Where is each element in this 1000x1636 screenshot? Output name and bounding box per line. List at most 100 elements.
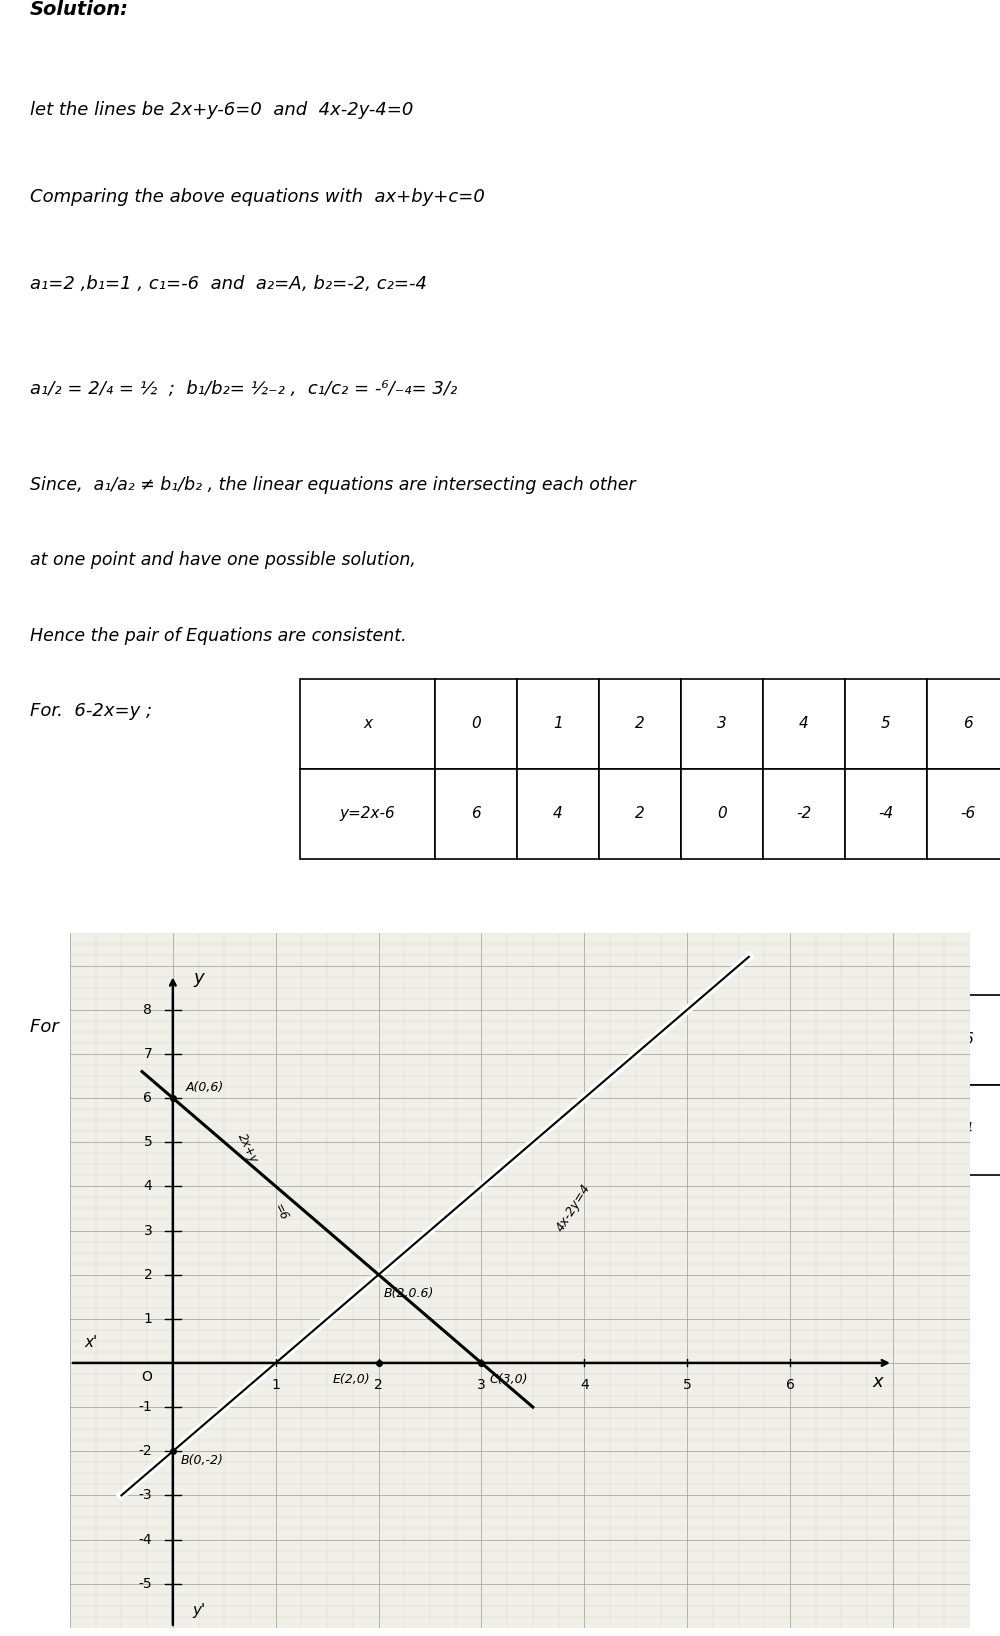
Text: y=2x-6: y=2x-6	[340, 807, 395, 821]
Text: Since,  a₁/a₂ ≠ b₁/b₂ , the linear equations are intersecting each other: Since, a₁/a₂ ≠ b₁/b₂ , the linear equati…	[30, 476, 636, 494]
Text: 4: 4	[553, 807, 563, 821]
Text: 3: 3	[144, 1224, 152, 1237]
Text: 4: 4	[580, 1379, 589, 1392]
Text: -2: -2	[468, 1122, 484, 1137]
Text: 0: 0	[635, 1122, 645, 1137]
Text: C(3,0): C(3,0)	[490, 1373, 528, 1386]
Text: 3: 3	[717, 1032, 727, 1047]
Text: A(0,6): A(0,6)	[185, 1081, 223, 1094]
Bar	[599, 769, 681, 859]
Text: 1: 1	[143, 1312, 152, 1325]
Bar	[927, 1085, 1000, 1175]
Bar	[681, 679, 763, 769]
Bar	[435, 769, 517, 859]
Text: =6: =6	[271, 1201, 290, 1222]
Text: -4: -4	[878, 807, 894, 821]
Text: y': y'	[192, 1603, 205, 1618]
Text: -6: -6	[960, 807, 976, 821]
Text: x': x'	[84, 1335, 97, 1350]
Bar	[763, 1085, 845, 1175]
Bar	[845, 769, 927, 859]
Text: 0: 0	[717, 807, 727, 821]
Text: 2: 2	[144, 1268, 152, 1281]
Bar	[599, 1085, 681, 1175]
Bar	[435, 679, 517, 769]
Text: 4: 4	[963, 1122, 973, 1137]
Text: 3: 3	[477, 1379, 486, 1392]
Text: 4: 4	[799, 717, 809, 731]
Text: 4: 4	[799, 1032, 809, 1047]
Text: 6: 6	[786, 1379, 794, 1392]
Text: 2: 2	[799, 1122, 809, 1137]
Text: 2x+y: 2x+y	[235, 1130, 260, 1165]
Text: 5: 5	[881, 717, 891, 731]
Bar	[763, 679, 845, 769]
Text: 2: 2	[374, 1379, 383, 1392]
Text: let the lines be 2x+y-6=0  and  4x-2y-4=0: let the lines be 2x+y-6=0 and 4x-2y-4=0	[30, 101, 413, 119]
Text: -5: -5	[139, 1577, 152, 1590]
Bar	[845, 679, 927, 769]
Bar	[845, 995, 927, 1085]
Text: 2: 2	[635, 717, 645, 731]
Text: x: x	[872, 1373, 883, 1391]
Bar	[599, 995, 681, 1085]
Bar	[927, 995, 1000, 1085]
Text: For.  6-2x=y ;: For. 6-2x=y ;	[30, 702, 152, 720]
Text: y=2x-2: y=2x-2	[340, 1122, 395, 1137]
Text: -1: -1	[139, 1400, 152, 1414]
Text: 8: 8	[143, 1003, 152, 1018]
Bar	[599, 679, 681, 769]
Text: y: y	[193, 969, 204, 987]
Text: a₁=2 ,b₁=1 , c₁=-6  and  a₂=A, b₂=-2, c₂=-4: a₁=2 ,b₁=1 , c₁=-6 and a₂=A, b₂=-2, c₂=-…	[30, 275, 427, 293]
Text: 6: 6	[143, 1091, 152, 1104]
Text: 1: 1	[717, 1122, 727, 1137]
Text: B(2,0.6): B(2,0.6)	[384, 1288, 434, 1299]
Text: 6: 6	[471, 807, 481, 821]
Text: 5: 5	[881, 1032, 891, 1047]
Text: O: O	[142, 1369, 153, 1384]
Bar	[927, 769, 1000, 859]
Text: 6: 6	[963, 717, 973, 731]
Text: 2: 2	[635, 1032, 645, 1047]
Text: -2: -2	[139, 1445, 152, 1458]
Bar	[517, 769, 599, 859]
Text: B(0,-2): B(0,-2)	[181, 1454, 224, 1467]
Text: E(2,0): E(2,0)	[332, 1373, 370, 1386]
Text: 4x-2y=4: 4x-2y=4	[553, 1181, 593, 1234]
Bar	[681, 769, 763, 859]
Text: a₁/₂ = 2/₄ = ½  ;  b₁/b₂= ½₋₂ ,  c₁/c₂ = -⁶/₋₄= 3/₂: a₁/₂ = 2/₄ = ½ ; b₁/b₂= ½₋₂ , c₁/c₂ = -⁶…	[30, 380, 457, 398]
Bar	[681, 995, 763, 1085]
Bar	[300, 769, 435, 859]
Bar	[300, 1085, 435, 1175]
Bar	[435, 1085, 517, 1175]
Text: 3: 3	[717, 717, 727, 731]
Text: 4: 4	[144, 1180, 152, 1193]
Bar	[845, 1085, 927, 1175]
Text: 5: 5	[144, 1135, 152, 1148]
Text: -2: -2	[796, 807, 812, 821]
Bar	[517, 995, 599, 1085]
Text: 1: 1	[553, 1032, 563, 1047]
Bar	[517, 1085, 599, 1175]
Text: 0: 0	[471, 717, 481, 731]
Text: 1: 1	[271, 1379, 280, 1392]
Text: 7: 7	[144, 1047, 152, 1060]
Bar	[927, 679, 1000, 769]
Text: 5: 5	[683, 1379, 692, 1392]
Bar	[435, 995, 517, 1085]
Text: x: x	[363, 1032, 372, 1047]
Text: at one point and have one possible solution,: at one point and have one possible solut…	[30, 551, 416, 569]
Text: Solution:: Solution:	[30, 0, 129, 20]
Text: 1: 1	[553, 717, 563, 731]
Text: For  2x-2=y ;: For 2x-2=y ;	[30, 1018, 148, 1036]
Bar	[763, 995, 845, 1085]
Text: 3: 3	[881, 1122, 891, 1137]
Bar	[300, 995, 435, 1085]
Text: -3: -3	[139, 1489, 152, 1502]
Text: -4: -4	[139, 1533, 152, 1546]
Text: Comparing the above equations with  ax+by+c=0: Comparing the above equations with ax+by…	[30, 188, 485, 206]
Text: 6: 6	[963, 1032, 973, 1047]
Text: x: x	[363, 717, 372, 731]
Text: 2: 2	[635, 807, 645, 821]
Text: 0: 0	[471, 1032, 481, 1047]
